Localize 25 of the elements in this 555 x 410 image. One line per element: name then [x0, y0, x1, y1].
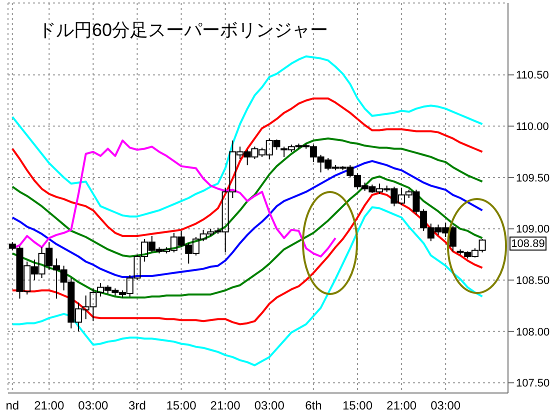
x-tick-label: 21:00	[386, 398, 417, 410]
y-tick-label: 108.50	[516, 275, 550, 288]
text: 108.89	[511, 238, 545, 250]
x-tick-label: nd	[6, 398, 20, 410]
x-tick-label: 03:00	[254, 398, 285, 410]
x-tick-label: 03:00	[430, 398, 461, 410]
y-tick-label: 110.00	[516, 121, 549, 134]
x-tick-label: 21:00	[210, 398, 241, 410]
x-tick-label: 03:00	[78, 398, 109, 410]
x-tick-label: 21:00	[34, 398, 64, 410]
y-tick-label: 107.50	[516, 378, 550, 390]
x-tick-label: 6th	[305, 398, 322, 410]
candlestick	[449, 225, 456, 252]
y-tick-label: 109.00	[516, 224, 550, 236]
y-tick-label: 108.00	[516, 326, 550, 338]
line-series	[11, 97, 484, 237]
text: ドル円60分足スーパーボリンジャー	[38, 19, 328, 42]
x-tick-label: 15:00	[342, 398, 373, 410]
y-tick-label: 109.50	[516, 172, 550, 184]
line-series	[11, 206, 484, 366]
x-tick-label: 15:00	[166, 398, 197, 410]
x-tick-label: 3rd	[128, 398, 146, 410]
line-series	[11, 55, 484, 218]
y-tick-label: 110.50	[516, 70, 549, 82]
line-series	[11, 175, 484, 299]
